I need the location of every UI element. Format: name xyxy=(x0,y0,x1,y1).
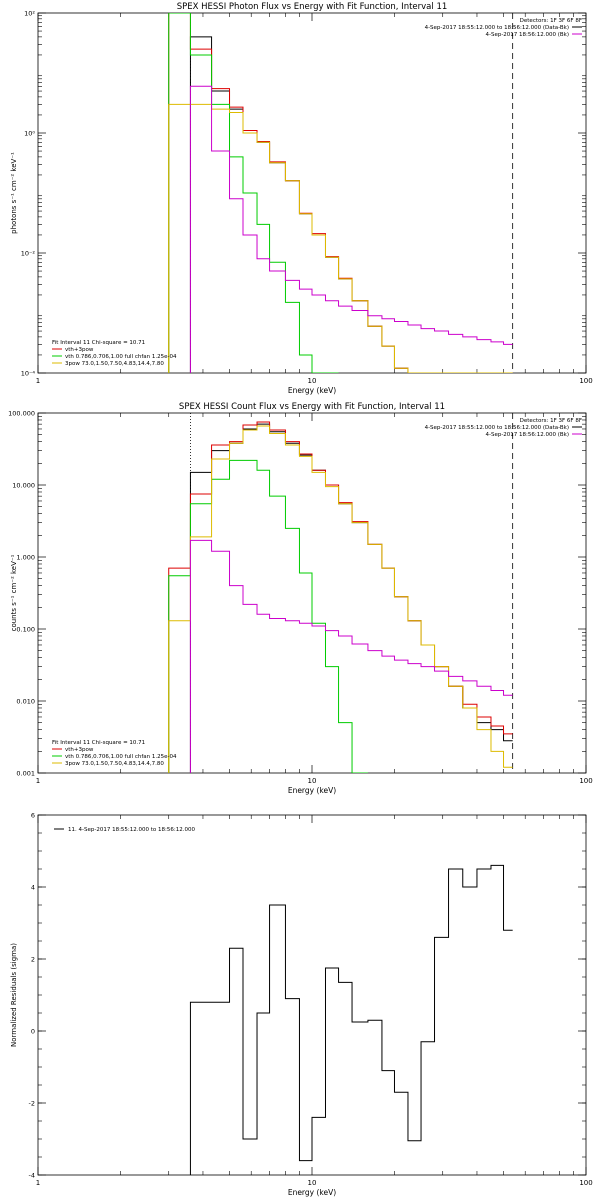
legend-label: 4-Sep-2017 18:56:12.000 (Bk) xyxy=(485,32,569,38)
legend-bottom: Fit Interval 11 Chi-square = 10.71vth+3p… xyxy=(52,740,177,767)
legend-label: vth 0.786,0.706,1.00 full chfan 1.25e-04 xyxy=(65,354,177,360)
series-bk xyxy=(189,539,513,773)
x-tick-label: 1 xyxy=(36,377,40,385)
y-tick-label: 0.001 xyxy=(16,770,35,778)
legend-label: 3pow 73.0,1.50,7.50,4.83,14.4,7.80 xyxy=(65,361,164,367)
x-minor-ticks xyxy=(120,413,574,773)
chart-title: SPEX HESSI Count Flux vs Energy with Fit… xyxy=(179,402,445,412)
series-vth xyxy=(168,13,339,373)
y-tick-label: 6 xyxy=(31,812,35,820)
y-axis-label: counts s⁻¹ cm⁻² keV⁻¹ xyxy=(10,554,18,631)
series-bk xyxy=(189,85,513,373)
x-tick-label: 10 xyxy=(308,777,317,785)
y-tick-label: 10² xyxy=(24,10,35,18)
legend-residuals: 11. 4-Sep-2017 18:55:12.000 to 18:56:12.… xyxy=(54,827,195,833)
y-tick-label: 0 xyxy=(31,1028,35,1036)
x-axis-label: Energy (keV) xyxy=(288,1188,336,1197)
y-tick-label: 10.000 xyxy=(12,482,35,490)
x-axis-label: Energy (keV) xyxy=(288,386,336,395)
legend-header: Fit Interval 11 Chi-square = 10.71 xyxy=(52,740,145,746)
y-tick-label: -2 xyxy=(29,1100,35,1108)
series-group xyxy=(168,13,513,373)
series-data-bk xyxy=(189,36,513,373)
legend-label: vth+3pow xyxy=(65,347,94,353)
y-tick-label: 2 xyxy=(31,956,35,964)
x-tick-label: 1 xyxy=(36,1179,40,1187)
x-tick-label: 10 xyxy=(308,1179,317,1187)
series-3pow xyxy=(168,103,513,373)
legend-label: vth 0.786,0.706,1.00 full chfan 1.25e-04 xyxy=(65,754,177,760)
chart-panel-3: 1 10 100 -4 -2 0 2 4 6 Energy (keV) Normalized Res… xyxy=(10,812,593,1198)
legend-label: vth+3pow xyxy=(65,747,94,753)
x-tick-label: 10 xyxy=(308,377,317,385)
chart-title: SPEX HESSI Photon Flux vs Energy with Fi… xyxy=(177,2,448,12)
legend-header: Fit Interval 11 Chi-square = 10.71 xyxy=(52,340,145,346)
y-tick-label: 100.000 xyxy=(8,410,35,418)
series-vth-3pow xyxy=(168,421,513,773)
series-group xyxy=(168,421,513,773)
y-minor-ticks xyxy=(38,15,586,356)
chart-panel-2: SPEX HESSI Count Flux vs Energy with Fit… xyxy=(8,402,593,795)
x-axis-label: Energy (keV) xyxy=(288,786,336,795)
legend-bottom: Fit Interval 11 Chi-square = 10.71vth+3p… xyxy=(52,340,177,367)
y-axis-label: Normalized Residuals (sigma) xyxy=(10,943,18,1047)
x-tick-label: 100 xyxy=(579,1179,592,1187)
x-tick-label: 100 xyxy=(579,777,592,785)
y-tick-label: 1.000 xyxy=(16,554,35,562)
y-tick-label: 0.010 xyxy=(16,698,35,706)
x-tick-label: 1 xyxy=(36,777,40,785)
legend-label: 4-Sep-2017 18:55:12.000 to 18:56:12.000 … xyxy=(425,25,569,31)
y-tick-label: 10⁰ xyxy=(24,130,35,138)
legend-label: 4-Sep-2017 18:56:12.000 (Bk) xyxy=(485,432,569,438)
series-group xyxy=(189,864,513,1175)
chart-panel-1: SPEX HESSI Photon Flux vs Energy with Fi… xyxy=(10,2,593,395)
legend-top: Detectors: 1F 3F 6F 8F4-Sep-2017 18:55:1… xyxy=(425,18,582,38)
legend-label: 11. 4-Sep-2017 18:55:12.000 to 18:56:12.… xyxy=(68,827,195,833)
y-tick-label: 4 xyxy=(31,884,35,892)
y-tick-label: -4 xyxy=(29,1172,35,1180)
y-axis-label: photons s⁻¹ cm⁻² keV⁻¹ xyxy=(10,152,18,234)
legend-label: 4-Sep-2017 18:55:12.000 to 18:56:12.000 … xyxy=(425,425,569,431)
series-vth-3pow xyxy=(168,13,513,373)
y-tick-label: 10⁻⁴ xyxy=(21,370,36,378)
plot-frame xyxy=(37,12,587,374)
y-tick-label: 10⁻² xyxy=(21,250,36,258)
series-residuals xyxy=(189,864,513,1175)
legend-top: Detectors: 1F 3F 6F 8F4-Sep-2017 18:55:1… xyxy=(425,418,582,438)
legend-header: Detectors: 1F 3F 6F 8F xyxy=(520,18,582,24)
x-minor-ticks xyxy=(120,13,574,373)
legend-label: 3pow 73.0,1.50,7.50,4.83,14.4,7.80 xyxy=(65,761,164,767)
series-data-bk xyxy=(189,423,513,773)
legend-header: Detectors: 1F 3F 6F 8F xyxy=(520,418,582,424)
x-minor-ticks xyxy=(120,815,574,1175)
series-vth xyxy=(168,459,368,773)
y-minor-ticks xyxy=(38,415,586,752)
x-tick-label: 100 xyxy=(579,377,592,385)
series-3pow xyxy=(168,425,513,773)
y-tick-label: 0.100 xyxy=(16,626,35,634)
